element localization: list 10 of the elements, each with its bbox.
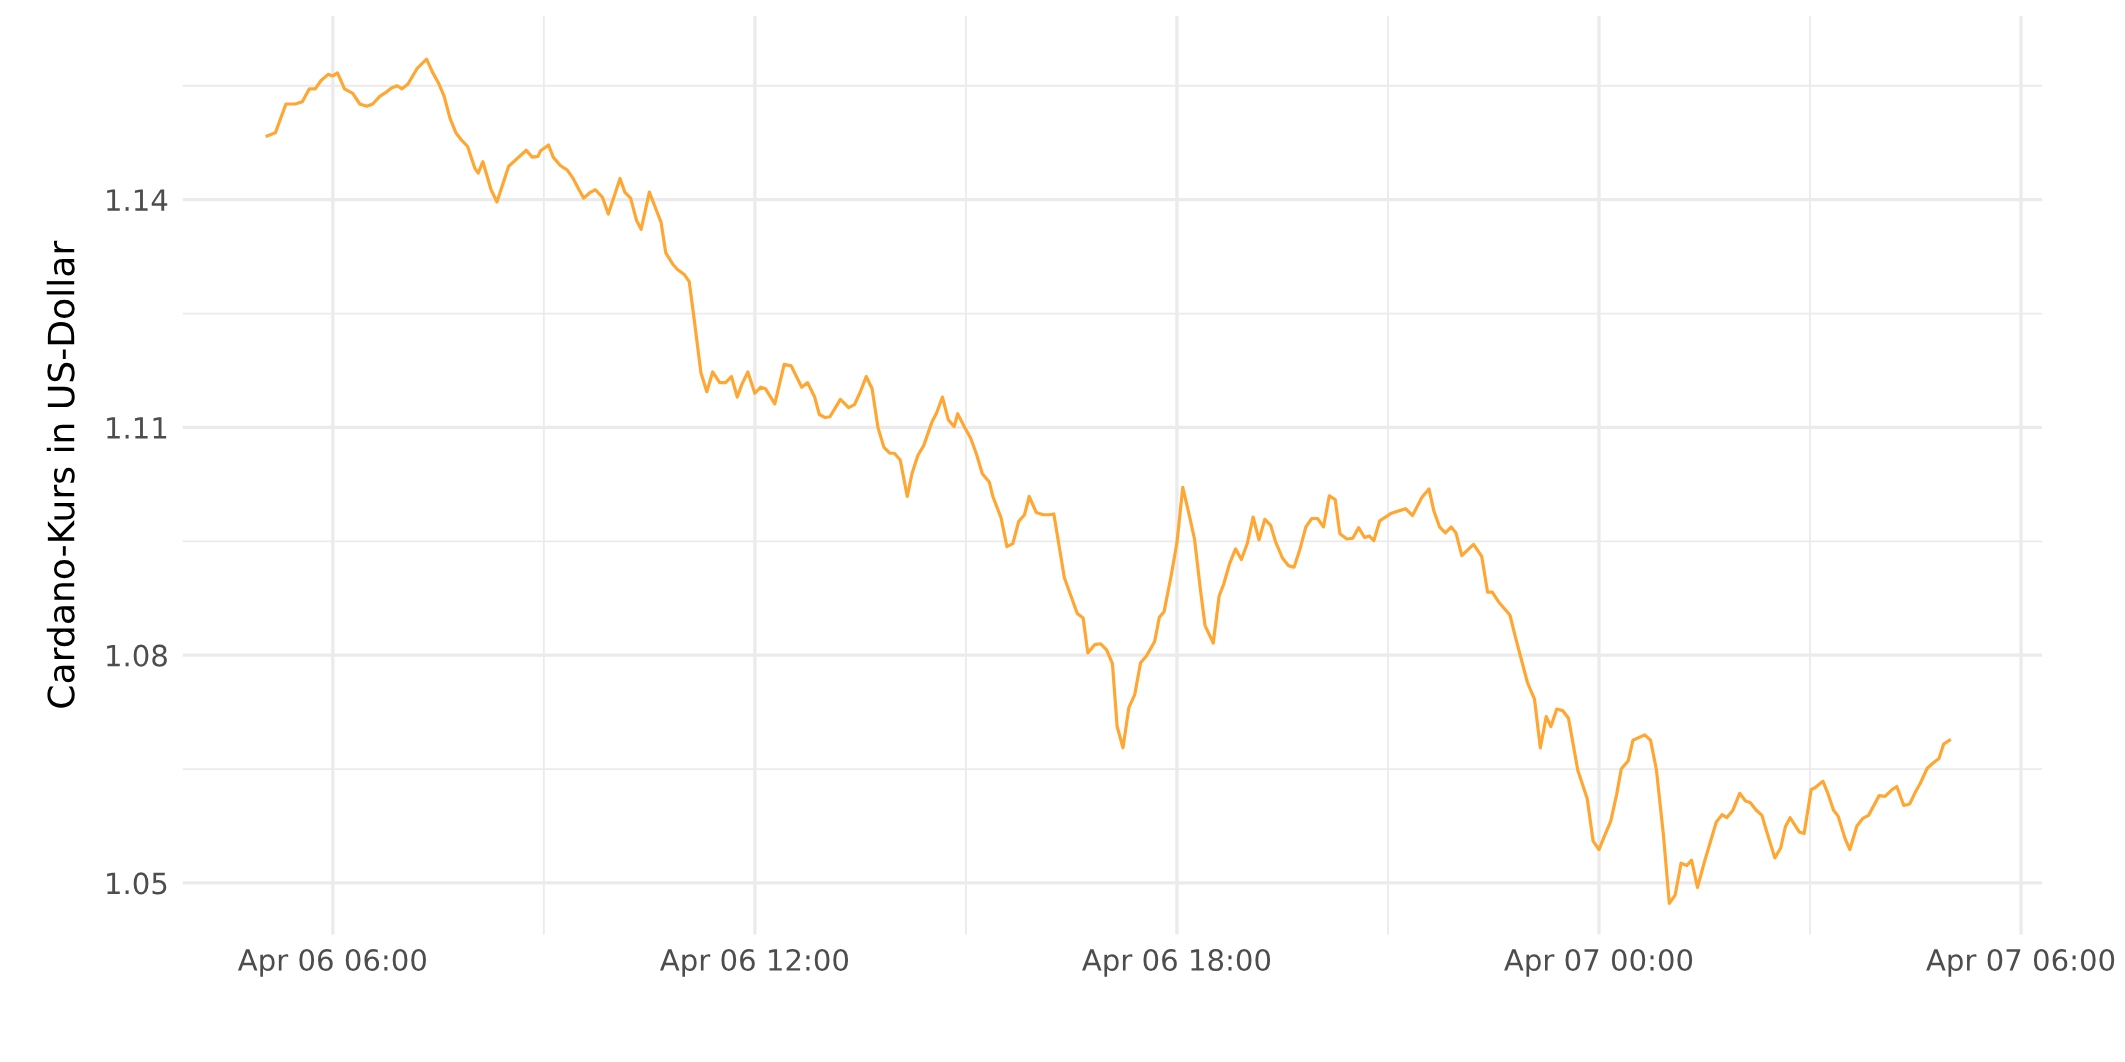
x-tick-label: Apr 06 18:00: [1082, 948, 1271, 977]
y-tick-label: 1.11: [107, 417, 167, 439]
y-tick-label: 1.05: [107, 872, 167, 895]
y-tick-label: 1.14: [107, 189, 168, 211]
x-tick-label: Apr 06 06:00: [237, 948, 426, 977]
y-tick-label: 1.08: [107, 644, 167, 667]
x-tick-label: Apr 06 12:00: [660, 948, 849, 977]
x-tick-label: Apr 07 06:00: [1926, 948, 2115, 977]
y-axis-title: Cardano-Kurs in US-Dollar: [46, 240, 75, 708]
x-tick-label: Apr 07 00:00: [1504, 948, 1693, 977]
